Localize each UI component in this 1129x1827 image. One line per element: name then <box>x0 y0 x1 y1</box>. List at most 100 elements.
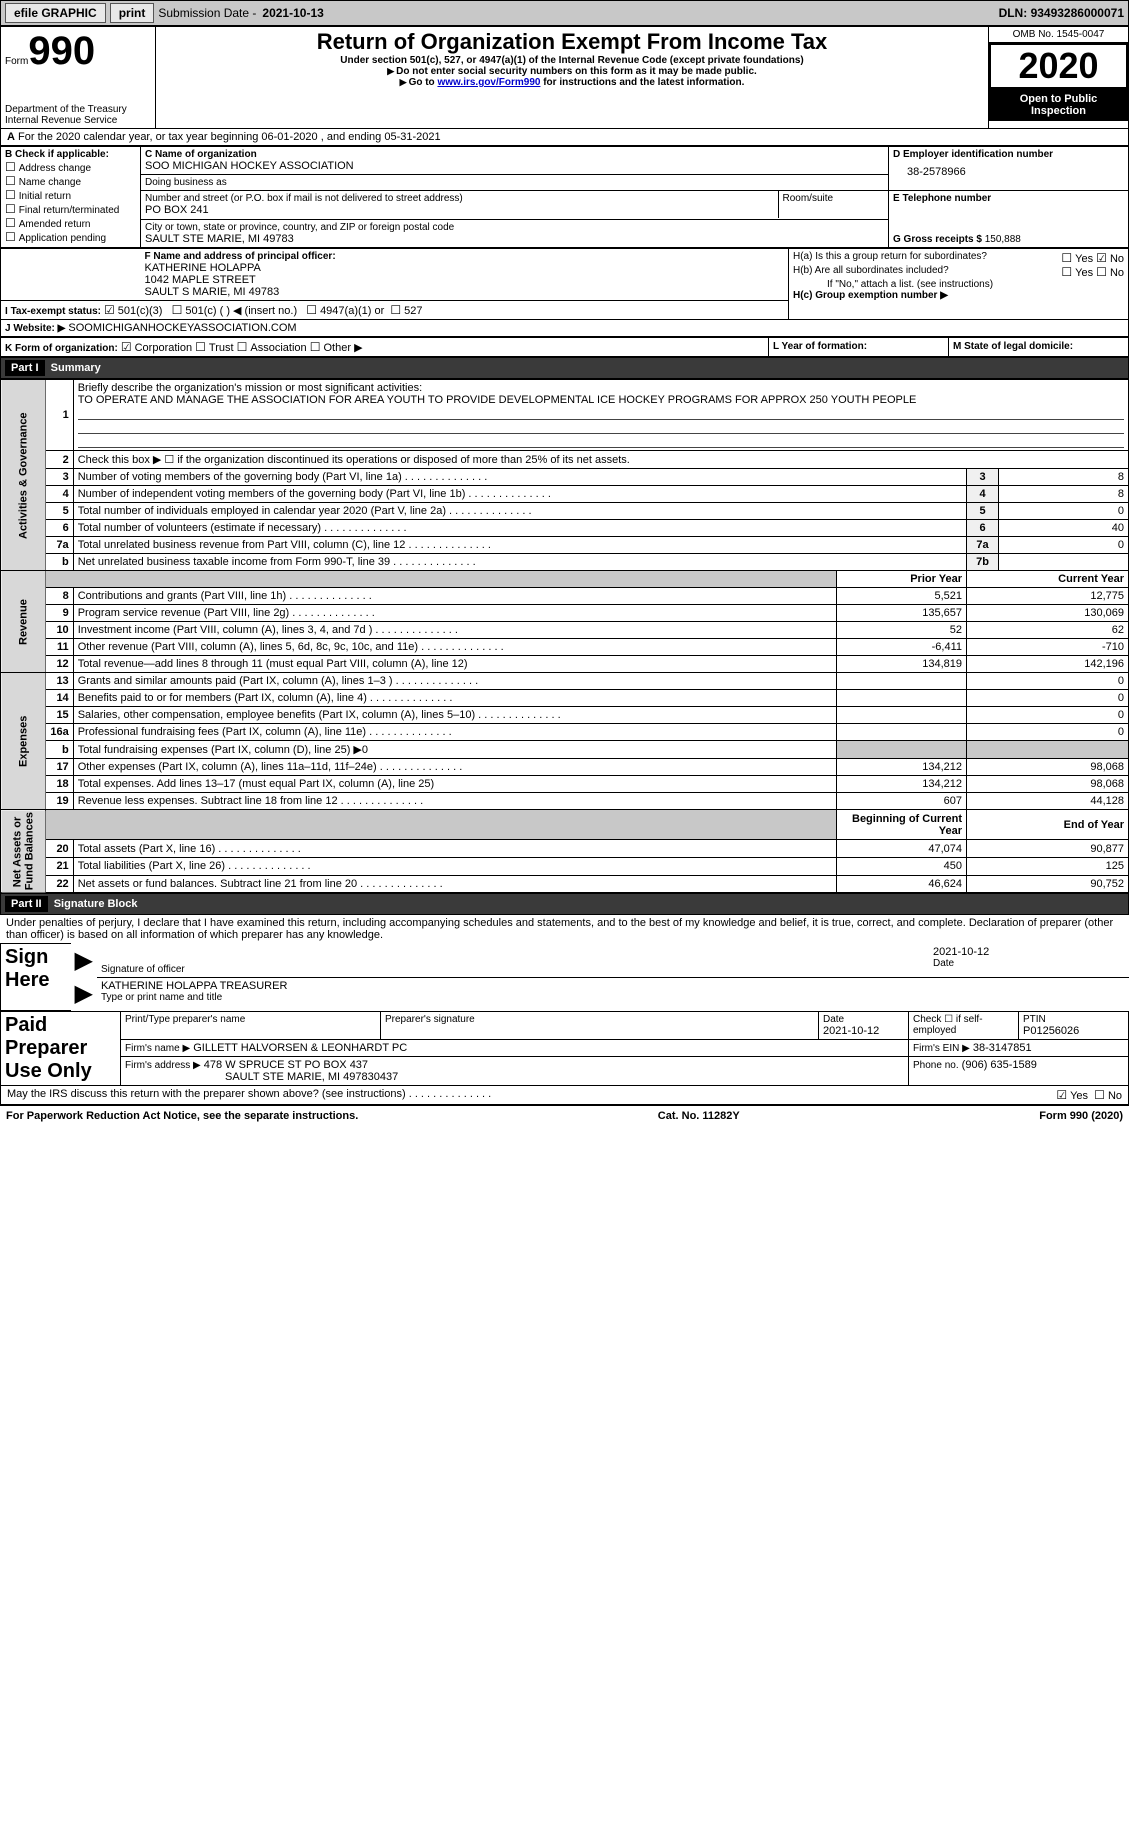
exp-row-15: 15Salaries, other compensation, employee… <box>1 707 1129 724</box>
form-subtitle: Under section 501(c), 527, or 4947(a)(1)… <box>160 55 984 66</box>
d-ein-lbl: D Employer identification number <box>893 149 1124 160</box>
k-corp[interactable]: Corporation <box>121 342 192 354</box>
net-row-20: 20Total assets (Part X, line 16)47,07490… <box>1 840 1129 858</box>
chk-pending[interactable]: Application pending <box>5 230 136 244</box>
chk-initial[interactable]: Initial return <box>5 188 136 202</box>
form-990: 990 <box>28 29 95 73</box>
f-lbl: F Name and address of principal officer: <box>145 251 785 262</box>
bcde-table: B Check if applicable: Address change Na… <box>0 146 1129 248</box>
net-row-21: 21Total liabilities (Part X, line 26)450… <box>1 857 1129 875</box>
room-lbl: Room/suite <box>783 193 885 204</box>
side-rev: Revenue <box>1 571 46 673</box>
i-501c[interactable]: 501(c) ( ) ◀ (insert no.) <box>172 305 298 317</box>
i-527[interactable]: 527 <box>390 305 422 317</box>
i-4947[interactable]: 4947(a)(1) or <box>306 305 384 317</box>
exp-row-16a: 16aProfessional fundraising fees (Part I… <box>1 724 1129 741</box>
exp-row-16b: bTotal fundraising expenses (Part IX, co… <box>1 741 1129 759</box>
efile-btn[interactable]: efile GRAPHIC <box>5 3 106 23</box>
f-line1: KATHERINE HOLAPPA <box>145 262 785 274</box>
gov-row-6: 6Total number of volunteers (estimate if… <box>1 520 1129 537</box>
firm-addr1: 478 W SPRUCE ST PO BOX 437 <box>204 1059 368 1071</box>
p-self-lbl[interactable]: Check ☐ if self-employed <box>913 1014 1014 1036</box>
firm-name: GILLETT HALVORSEN & LEONHARDT PC <box>193 1042 407 1054</box>
ptin-lbl: PTIN <box>1023 1014 1124 1025</box>
rev-row-10: 10Investment income (Part VIII, column (… <box>1 622 1129 639</box>
arrow-icon: ▶ <box>71 944 97 978</box>
footer-left: For Paperwork Reduction Act Notice, see … <box>6 1110 358 1122</box>
sign-here: Sign Here <box>5 946 67 992</box>
k-lbl: K Form of organization: <box>5 343 118 354</box>
e-tel-lbl: E Telephone number <box>893 193 1124 204</box>
ptin: P01256026 <box>1023 1025 1124 1037</box>
topbar: efile GRAPHIC print Submission Date - 20… <box>0 0 1129 26</box>
discuss-yes[interactable]: Yes <box>1056 1090 1088 1102</box>
l1-num: 1 <box>46 380 73 451</box>
l1-txt: TO OPERATE AND MANAGE THE ASSOCIATION FO… <box>78 394 917 406</box>
p-name-lbl: Print/Type preparer's name <box>125 1014 376 1025</box>
k-assoc[interactable]: Association <box>237 342 307 354</box>
i-lbl: I Tax-exempt status: <box>5 306 101 317</box>
col-eoy: End of Year <box>967 810 1129 840</box>
firm-name-lbl: Firm's name ▶ <box>125 1043 190 1054</box>
form-title: Return of Organization Exempt From Incom… <box>160 29 984 55</box>
k-trust[interactable]: Trust <box>195 342 233 354</box>
ha-yes[interactable]: Yes <box>1061 253 1093 265</box>
j-lbl: J Website: ▶ <box>5 323 65 334</box>
tax-year: 2020 <box>989 43 1128 89</box>
street-lbl: Number and street (or P.O. box if mail i… <box>145 193 774 204</box>
chk-amended[interactable]: Amended return <box>5 216 136 230</box>
dba-lbl: Doing business as <box>145 177 884 188</box>
dln: DLN: 93493286000071 <box>999 6 1124 20</box>
i-501c3[interactable]: 501(c)(3) <box>104 305 162 317</box>
org-name: SOO MICHIGAN HOCKEY ASSOCIATION <box>145 160 884 172</box>
exp-row-18: 18Total expenses. Add lines 13–17 (must … <box>1 776 1129 793</box>
hb-yes[interactable]: Yes <box>1061 267 1093 279</box>
note-ssn: Do not enter social security numbers on … <box>160 66 984 77</box>
part-i-body: Activities & Governance 1 Briefly descri… <box>0 379 1129 893</box>
part-i-title: Summary <box>51 362 101 374</box>
l2-num: 2 <box>46 451 73 469</box>
irs-link[interactable]: www.irs.gov/Form990 <box>437 77 540 88</box>
chk-final[interactable]: Final return/terminated <box>5 202 136 216</box>
l1-lbl: Briefly describe the organization's miss… <box>78 382 422 394</box>
hb-no[interactable]: No <box>1096 267 1124 279</box>
gov-row-4: 4Number of independent voting members of… <box>1 486 1129 503</box>
city: SAULT STE MARIE, MI 49783 <box>145 233 884 245</box>
exp-row-17: 17Other expenses (Part IX, column (A), l… <box>1 759 1129 776</box>
discuss-no[interactable]: No <box>1094 1090 1122 1102</box>
side-exp: Expenses <box>1 673 46 810</box>
officer-name: KATHERINE HOLAPPA TREASURER <box>101 980 1125 992</box>
firm-ein-lbl: Firm's EIN ▶ <box>913 1043 970 1054</box>
gov-row-7b: bNet unrelated business taxable income f… <box>1 554 1129 571</box>
form-word: Form <box>5 56 28 67</box>
website: SOOMICHIGANHOCKEYASSOCIATION.COM <box>68 322 296 334</box>
part-ii-label: Part II <box>5 896 48 912</box>
chk-name[interactable]: Name change <box>5 174 136 188</box>
print-btn[interactable]: print <box>110 3 155 23</box>
exp-row-19: 19Revenue less expenses. Subtract line 1… <box>1 793 1129 810</box>
k-other[interactable]: Other ▶ <box>310 342 363 354</box>
city-lbl: City or town, state or province, country… <box>145 222 884 233</box>
f-line3: SAULT S MARIE, MI 49783 <box>145 286 785 298</box>
h-a: H(a) Is this a group return for subordin… <box>793 251 1124 265</box>
firm-ein: 38-3147851 <box>973 1042 1032 1054</box>
declaration: Under penalties of perjury, I declare th… <box>0 915 1129 943</box>
fh-table: F Name and address of principal officer:… <box>0 248 1129 337</box>
part-i-label: Part I <box>5 360 45 376</box>
box-b-label: B Check if applicable: <box>5 149 136 160</box>
part-ii-hdr: Part II Signature Block <box>0 893 1129 915</box>
c-name-lbl: C Name of organization <box>145 149 884 160</box>
dln-label: DLN: <box>999 6 1031 20</box>
street: PO BOX 241 <box>145 204 774 216</box>
hb-note: If "No," attach a list. (see instruction… <box>793 279 1124 290</box>
discuss-row: May the IRS discuss this return with the… <box>0 1086 1129 1105</box>
phone: (906) 635-1589 <box>962 1059 1037 1071</box>
chk-address[interactable]: Address change <box>5 160 136 174</box>
p-date-lbl: Date <box>823 1014 904 1025</box>
ha-no[interactable]: No <box>1096 253 1124 265</box>
paid-preparer: Paid Preparer Use Only <box>5 1014 116 1083</box>
side-net: Net Assets or Fund Balances <box>1 810 46 893</box>
footer: For Paperwork Reduction Act Notice, see … <box>0 1105 1129 1126</box>
dept-treasury: Department of the Treasury Internal Reve… <box>5 104 151 126</box>
p-date: 2021-10-12 <box>823 1025 904 1037</box>
